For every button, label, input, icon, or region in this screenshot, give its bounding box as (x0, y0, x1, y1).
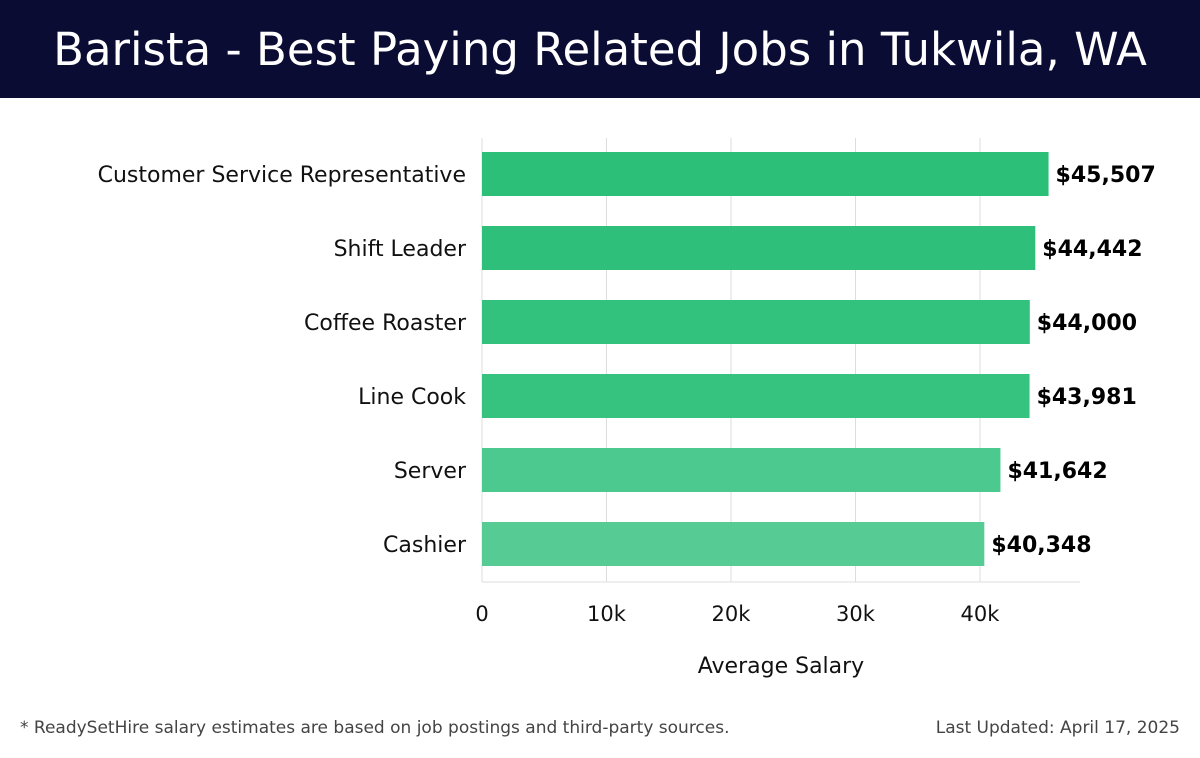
category-label: Coffee Roaster (304, 311, 467, 336)
category-label: Line Cook (358, 385, 466, 410)
last-updated: Last Updated: April 17, 2025 (935, 718, 1180, 738)
bar-value-label: $43,981 (1037, 385, 1137, 410)
x-tick-label: 20k (712, 602, 752, 626)
chart-header: Barista - Best Paying Related Jobs in Tu… (0, 0, 1200, 98)
footer-note: * ReadySetHire salary estimates are base… (20, 718, 730, 738)
bar-value-label: $41,642 (1007, 459, 1107, 484)
x-tick-label: 0 (475, 602, 488, 626)
x-tick-label: 40k (961, 602, 1001, 626)
x-axis-title: Average Salary (698, 654, 864, 679)
bar (482, 448, 1001, 492)
bar (482, 226, 1036, 270)
category-label: Cashier (383, 533, 467, 558)
bars (482, 152, 1049, 566)
bar (482, 300, 1030, 344)
bar-value-label: $44,000 (1037, 311, 1137, 336)
bar-value-label: $40,348 (991, 533, 1091, 558)
chart-title: Barista - Best Paying Related Jobs in Tu… (53, 22, 1147, 76)
x-tick-label: 30k (836, 602, 876, 626)
bar-value-label: $45,507 (1056, 163, 1156, 188)
x-axis-ticks: 0 10k 20k 30k 40k (475, 602, 1000, 626)
bar-chart: Customer Service Representative Shift Lea… (98, 138, 1156, 679)
bar (482, 152, 1049, 196)
category-label: Server (394, 459, 467, 484)
bar-value-label: $44,442 (1042, 237, 1142, 262)
category-labels: Customer Service Representative Shift Lea… (98, 163, 467, 558)
category-label: Customer Service Representative (98, 163, 466, 188)
x-tick-label: 10k (587, 602, 627, 626)
category-label: Shift Leader (334, 237, 467, 262)
bar (482, 374, 1030, 418)
bar (482, 522, 985, 566)
value-labels: $45,507 $44,442 $44,000 $43,981 $41,642 $40,3… (991, 163, 1155, 558)
grid-lines (481, 138, 1080, 583)
